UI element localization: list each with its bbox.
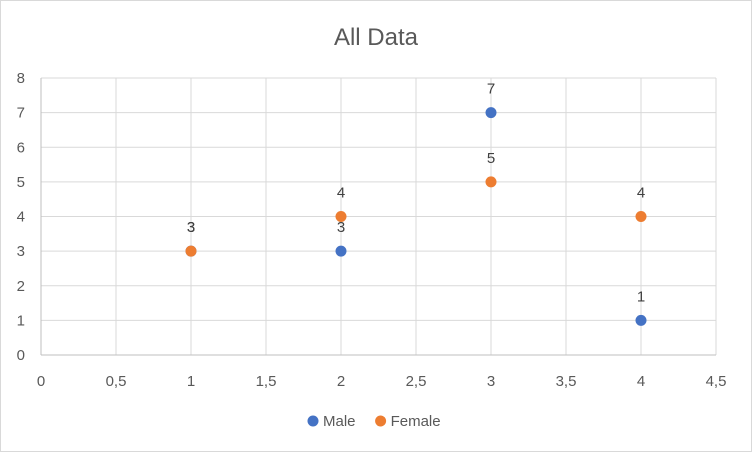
female-data-label: 4 xyxy=(637,185,645,202)
axes xyxy=(40,78,716,356)
legend-label-male: Male xyxy=(323,413,356,430)
x-tick-label: 0 xyxy=(37,373,45,390)
legend: Male Female xyxy=(307,413,441,430)
x-tick-label: 1,5 xyxy=(256,373,277,390)
x-tick-label: 3 xyxy=(487,373,495,390)
y-tick-label: 4 xyxy=(17,209,25,226)
y-tick-label: 7 xyxy=(17,105,25,122)
x-tick-label: 0,5 xyxy=(106,373,127,390)
chart-title: All Data xyxy=(334,24,419,51)
gridlines xyxy=(41,77,717,355)
y-tick-label: 2 xyxy=(17,278,25,295)
female-point xyxy=(185,245,197,257)
tick-labels: 0 1 2 3 4 5 6 7 8 0 0,5 1 1,5 2 2,5 3 3,5 4 4,5 xyxy=(17,70,727,390)
male-data-label: 7 xyxy=(487,81,495,98)
female-data-label: 3 xyxy=(187,219,195,236)
female-data-label: 5 xyxy=(487,150,495,167)
x-tick-label: 1 xyxy=(187,373,195,390)
x-tick-label: 2,5 xyxy=(406,373,427,390)
y-tick-label: 6 xyxy=(17,139,25,156)
male-data-label: 1 xyxy=(637,288,645,305)
legend-label-female: Female xyxy=(391,413,441,430)
female-point xyxy=(335,211,347,222)
y-tick-label: 5 xyxy=(17,174,25,191)
x-tick-label: 4,5 xyxy=(706,373,727,390)
legend-marker-female xyxy=(375,415,387,427)
data-points xyxy=(185,107,647,326)
female-data-label: 4 xyxy=(337,185,345,202)
male-point xyxy=(635,314,647,326)
y-tick-label: 1 xyxy=(17,312,25,329)
y-tick-label: 8 xyxy=(17,70,25,87)
male-point xyxy=(335,245,347,257)
x-tick-label: 2 xyxy=(337,373,345,390)
male-data-label: 3 xyxy=(337,219,345,236)
female-point xyxy=(635,211,647,222)
male-point xyxy=(485,107,497,119)
female-point xyxy=(485,176,497,188)
x-tick-label: 3,5 xyxy=(556,373,577,390)
y-tick-label: 3 xyxy=(17,243,25,260)
x-tick-label: 4 xyxy=(637,373,645,390)
male-data-label: 3 xyxy=(187,219,195,236)
legend-marker-male xyxy=(307,415,319,427)
y-tick-label: 0 xyxy=(17,347,25,364)
